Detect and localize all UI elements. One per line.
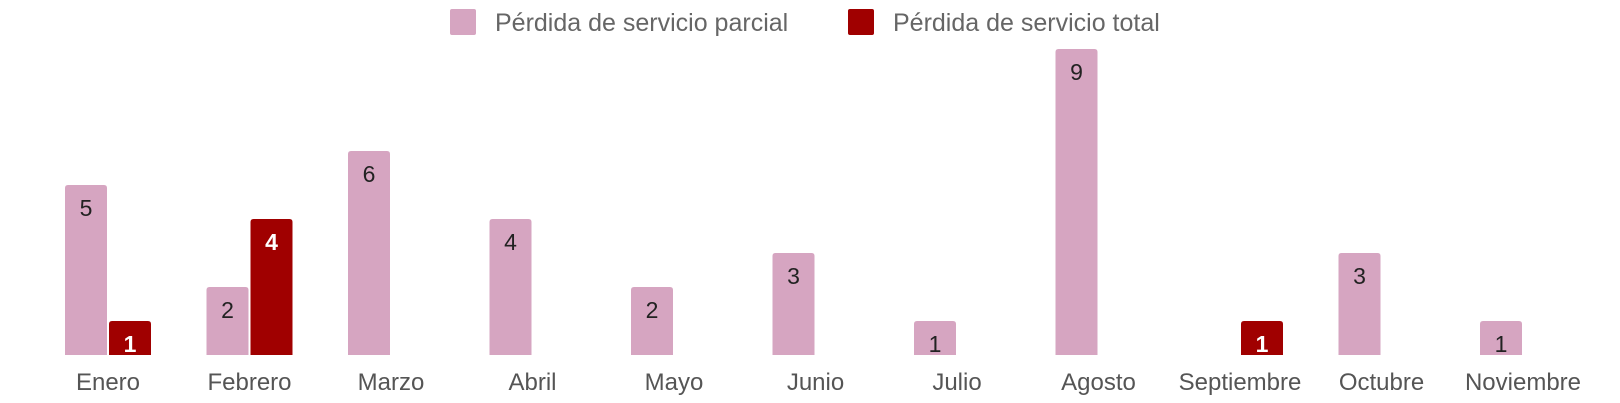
legend-label-2: Pérdida de servicio total — [893, 9, 1160, 37]
data-label-marzo-series-1: 6 — [363, 161, 376, 187]
bar-septiembre-series-2 — [1241, 321, 1283, 355]
data-label-febrero-series-2: 4 — [265, 229, 278, 255]
legend-swatch-2 — [848, 9, 874, 35]
data-label-julio-series-1: 1 — [929, 331, 942, 357]
x-tick-label-junio: Junio — [787, 369, 844, 396]
legend-label-1: Pérdida de servicio parcial — [495, 9, 788, 37]
legend-swatch-1 — [450, 9, 476, 35]
data-label-octubre-series-1: 3 — [1353, 263, 1366, 289]
legend: Pérdida de servicio parcial Pérdida de se… — [450, 9, 1160, 37]
x-tick-label-febrero: Febrero — [207, 369, 291, 396]
x-tick-label-agosto: Agosto — [1061, 369, 1136, 396]
bar-octubre-series-1 — [1338, 253, 1381, 355]
bars: 5 1 2 4 6 4 2 3 1 9 1 3 1 — [65, 49, 1522, 357]
x-tick-label-julio: Julio — [932, 369, 981, 396]
bar-enero-series-1 — [65, 185, 107, 355]
data-label-mayo-series-1: 2 — [646, 297, 659, 323]
bar-enero-series-2 — [109, 321, 151, 355]
data-label-noviembre-series-1: 1 — [1495, 331, 1508, 357]
data-label-septiembre-series-2: 1 — [1256, 331, 1269, 357]
x-tick-label-mayo: Mayo — [645, 369, 704, 396]
data-label-enero-series-1: 5 — [80, 195, 93, 221]
bar-agosto-series-1 — [1055, 49, 1098, 355]
data-label-febrero-series-1: 2 — [221, 297, 234, 323]
bar-junio-series-1 — [772, 253, 815, 355]
data-label-junio-series-1: 3 — [787, 263, 800, 289]
bar-febrero-series-2 — [250, 219, 293, 355]
data-label-abril-series-1: 4 — [504, 229, 517, 255]
x-tick-label-enero: Enero — [76, 369, 140, 396]
bar-febrero-series-1 — [206, 287, 249, 355]
x-axis-ticks: Enero Febrero Marzo Abril Mayo Junio Julio Agos… — [76, 369, 1581, 396]
bar-mayo-series-1 — [631, 287, 673, 355]
x-tick-label-septiembre: Septiembre — [1179, 369, 1302, 396]
bar-noviembre-series-1 — [1480, 321, 1522, 355]
x-tick-label-abril: Abril — [508, 369, 556, 396]
bar-marzo-series-1 — [348, 151, 390, 355]
bar-abril-series-1 — [489, 219, 532, 355]
x-tick-label-noviembre: Noviembre — [1465, 369, 1581, 396]
data-label-agosto-series-1: 9 — [1070, 59, 1083, 85]
data-label-enero-series-2: 1 — [124, 331, 137, 357]
x-tick-label-marzo: Marzo — [358, 369, 425, 396]
x-tick-label-octubre: Octubre — [1339, 369, 1424, 396]
bar-julio-series-1 — [914, 321, 956, 355]
